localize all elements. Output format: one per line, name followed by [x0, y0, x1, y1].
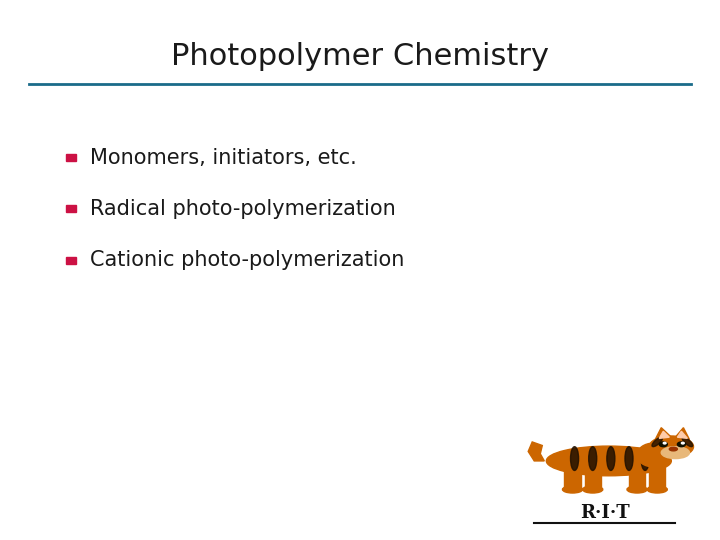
Bar	[66, 205, 76, 212]
Text: Radical photo-polymerization: Radical photo-polymerization	[90, 199, 396, 219]
Circle shape	[663, 442, 666, 444]
Text: Monomers, initiators, etc.: Monomers, initiators, etc.	[90, 147, 356, 168]
Polygon shape	[528, 442, 544, 461]
Text: Photopolymer Chemistry: Photopolymer Chemistry	[171, 42, 549, 71]
Ellipse shape	[589, 447, 597, 470]
Text: Cationic photo-polymerization: Cationic photo-polymerization	[90, 250, 405, 271]
Polygon shape	[660, 431, 670, 438]
Polygon shape	[678, 431, 688, 438]
Bar	[66, 154, 76, 161]
Polygon shape	[655, 428, 671, 440]
Ellipse shape	[652, 437, 662, 447]
Bar	[564, 456, 580, 489]
Ellipse shape	[647, 486, 667, 493]
Ellipse shape	[607, 447, 615, 470]
Ellipse shape	[570, 447, 579, 470]
Ellipse shape	[582, 486, 603, 493]
Bar	[585, 456, 600, 489]
Polygon shape	[675, 428, 690, 440]
Circle shape	[681, 442, 684, 444]
Ellipse shape	[625, 447, 633, 470]
Bar	[629, 456, 645, 489]
Ellipse shape	[562, 486, 582, 493]
Bar	[649, 456, 665, 489]
Text: R·I·T: R·I·T	[580, 504, 629, 522]
Circle shape	[678, 442, 685, 447]
Ellipse shape	[546, 446, 671, 476]
Bar	[66, 256, 76, 264]
Ellipse shape	[637, 443, 670, 467]
Ellipse shape	[670, 447, 678, 451]
Ellipse shape	[641, 447, 649, 470]
Circle shape	[660, 442, 667, 447]
Ellipse shape	[649, 436, 693, 457]
Ellipse shape	[661, 447, 690, 458]
Ellipse shape	[683, 437, 693, 447]
Ellipse shape	[627, 486, 647, 493]
